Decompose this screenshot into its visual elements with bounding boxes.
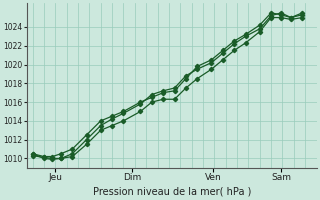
X-axis label: Pression niveau de la mer( hPa ): Pression niveau de la mer( hPa ) bbox=[92, 187, 251, 197]
